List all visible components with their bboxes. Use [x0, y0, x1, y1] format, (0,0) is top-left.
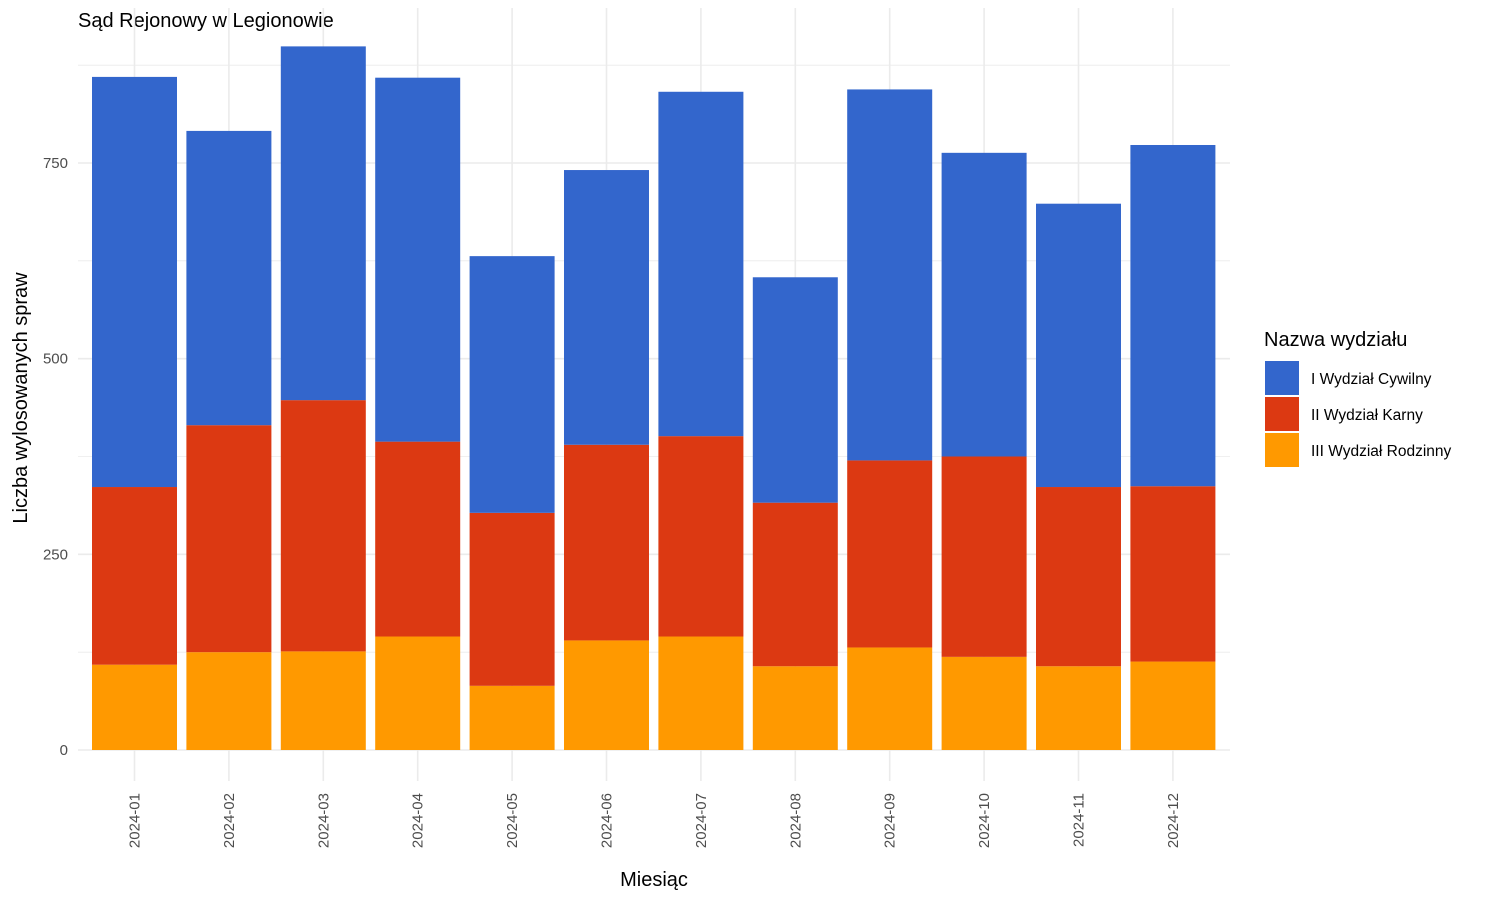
- bar-segment: [469, 256, 555, 513]
- bar-segment: [941, 456, 1027, 657]
- bar-segment: [375, 441, 461, 637]
- bars: [92, 46, 1216, 750]
- bar-segment: [847, 460, 933, 648]
- bar-segment: [1130, 486, 1216, 662]
- bar-segment: [280, 651, 366, 750]
- x-tick-label: 2024-01: [127, 793, 144, 848]
- bar-segment: [941, 152, 1027, 457]
- bar-segment: [186, 652, 272, 750]
- bar-segment: [280, 400, 366, 652]
- bar-segment: [186, 425, 272, 653]
- x-tick-label: 2024-08: [787, 793, 804, 848]
- y-axis-title: Liczba wylosowanych spraw: [10, 272, 32, 524]
- x-tick-label: 2024-11: [1071, 793, 1088, 847]
- bar-segment: [658, 436, 744, 637]
- bar-segment: [1036, 203, 1121, 488]
- y-tick-label: 500: [43, 351, 68, 368]
- x-tick-label: 2024-07: [693, 793, 710, 848]
- bar-segment: [941, 656, 1027, 750]
- x-axis-ticks: 2024-01 2024-02 2024-03 2024-04 2024-05 2024-…: [127, 793, 1182, 848]
- legend-label: III Wydział Rodzinny: [1311, 443, 1452, 460]
- bar-segment: [564, 170, 649, 445]
- x-tick-label: 2024-10: [976, 793, 993, 848]
- bar-segment: [469, 512, 555, 686]
- legend-swatch: [1265, 397, 1299, 431]
- y-axis-ticks: 0 250 500 750: [43, 155, 68, 759]
- legend-swatch: [1265, 361, 1299, 395]
- bar-segment: [658, 636, 744, 750]
- x-tick-label: 2024-04: [410, 793, 427, 848]
- x-tick-label: 2024-09: [882, 793, 899, 848]
- x-tick-label: 2024-05: [504, 793, 521, 848]
- y-tick-label: 250: [43, 546, 68, 563]
- x-tick-label: 2024-03: [315, 793, 332, 848]
- bar-segment: [375, 636, 461, 750]
- legend-swatch: [1265, 433, 1299, 467]
- x-tick-label: 2024-06: [599, 793, 616, 848]
- bar-segment: [752, 502, 838, 667]
- bar-segment: [92, 664, 177, 750]
- y-tick-label: 750: [43, 155, 68, 172]
- bar-segment: [186, 130, 272, 426]
- bar-segment: [847, 89, 933, 461]
- bar-segment: [658, 91, 744, 437]
- bar-segment: [92, 76, 177, 488]
- y-tick-label: 0: [60, 742, 68, 759]
- x-tick-label: 2024-02: [221, 793, 238, 848]
- legend: Nazwa wydziału I Wydział Cywilny II Wydzi…: [1264, 329, 1452, 467]
- bar-segment: [280, 46, 366, 401]
- x-tick-label: 2024-12: [1165, 793, 1182, 848]
- bar-segment: [752, 666, 838, 750]
- bar-segment: [375, 77, 461, 442]
- bar-segment: [564, 444, 649, 641]
- bar-segment: [469, 685, 555, 750]
- chart-title: Sąd Rejonowy w Legionowie: [78, 10, 334, 32]
- bar-segment: [1130, 661, 1216, 750]
- bar-segment: [752, 277, 838, 503]
- legend-label: I Wydział Cywilny: [1311, 371, 1432, 388]
- bar-segment: [92, 487, 177, 665]
- bar-segment: [847, 647, 933, 750]
- legend-title: Nazwa wydziału: [1264, 329, 1407, 351]
- legend-label: II Wydział Karny: [1311, 407, 1423, 424]
- bar-segment: [1036, 666, 1121, 750]
- bar-segment: [564, 640, 649, 750]
- bar-segment: [1036, 487, 1121, 667]
- bar-segment: [1130, 144, 1216, 487]
- x-axis-title: Miesiąc: [620, 869, 688, 891]
